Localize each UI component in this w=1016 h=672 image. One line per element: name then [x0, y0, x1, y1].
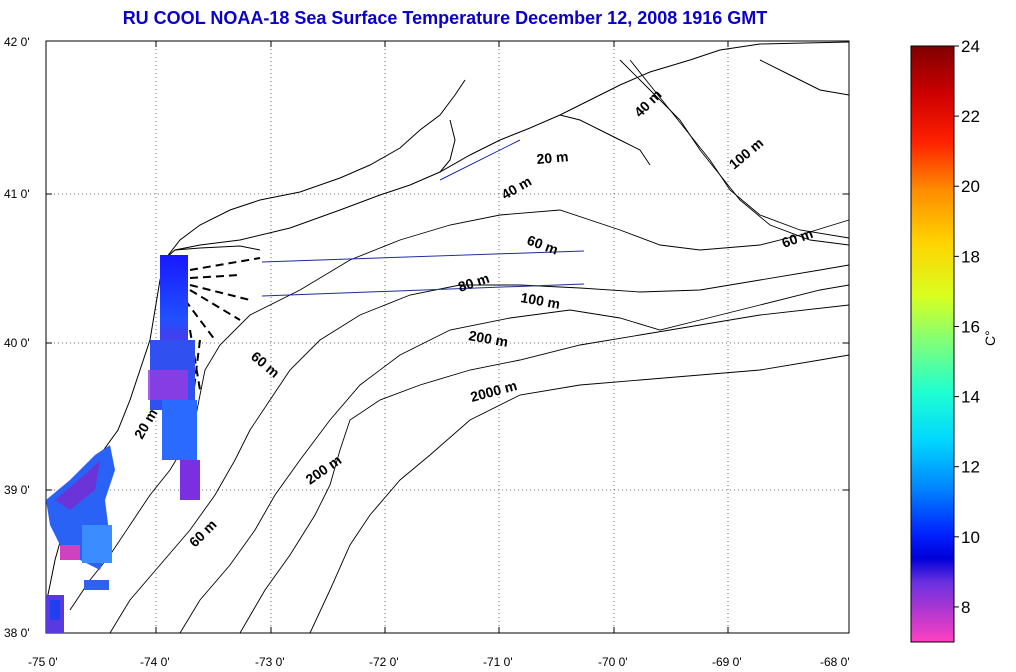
sst-data-patches	[46, 255, 200, 633]
colorbar-tick-label: 24	[961, 37, 980, 56]
colorbar-tick-label: 14	[961, 388, 980, 407]
lon-tick-label: -69 0'	[712, 655, 742, 669]
lon-tick-label: -70 0'	[598, 655, 628, 669]
colorbar-tick-label: 20	[961, 177, 980, 196]
temperature-colorbar: 24 22 20 18 16 14 12 10 8 C°	[910, 37, 998, 643]
sst-map: 20 m 40 m 40 m 100 m 60 m 60 m 80 m 100 …	[4, 35, 850, 669]
lon-axis-labels: -75 0' -74 0' -73 0' -72 0' -71 0' -70 0…	[28, 655, 850, 669]
bathymetry-contours	[69, 59, 850, 634]
map-title: RU COOL NOAA-18 Sea Surface Temperature …	[122, 8, 768, 28]
contour-label: 20 m	[536, 148, 569, 167]
colorbar-gradient	[910, 45, 955, 643]
coastline	[45, 41, 850, 634]
lat-tick-label: 39 0'	[4, 483, 30, 497]
lat-lon-grid	[46, 41, 849, 633]
lat-tick-label: 40 0'	[4, 336, 30, 350]
lon-tick-label: -71 0'	[483, 655, 513, 669]
lat-tick-label: 42 0'	[4, 35, 30, 49]
colorbar-ticks: 24 22 20 18 16 14 12 10 8	[954, 37, 980, 617]
lon-tick-label: -68 0'	[820, 655, 850, 669]
colorbar-tick-label: 18	[961, 247, 980, 266]
colorbar-tick-label: 8	[961, 598, 970, 617]
lon-tick-label: -74 0'	[140, 655, 170, 669]
colorbar-tick-label: 22	[961, 107, 980, 126]
colorbar-tick-label: 12	[961, 458, 980, 477]
colorbar-label: C°	[982, 330, 998, 346]
lat-axis-labels: 42 0' 41 0' 40 0' 39 0' 38 0'	[4, 35, 30, 640]
lat-tick-label: 38 0'	[4, 626, 30, 640]
lon-tick-label: -73 0'	[255, 655, 285, 669]
colorbar-tick-label: 16	[961, 317, 980, 336]
lon-tick-label: -72 0'	[369, 655, 399, 669]
lat-tick-label: 41 0'	[4, 187, 30, 201]
frame-ticks	[46, 41, 849, 633]
contour-label: 100 m	[519, 289, 561, 312]
satellite-track-lines	[261, 139, 585, 297]
lon-tick-label: -75 0'	[28, 655, 58, 669]
colorbar-tick-label: 10	[961, 528, 980, 547]
contour-label: 200 m	[467, 327, 509, 350]
